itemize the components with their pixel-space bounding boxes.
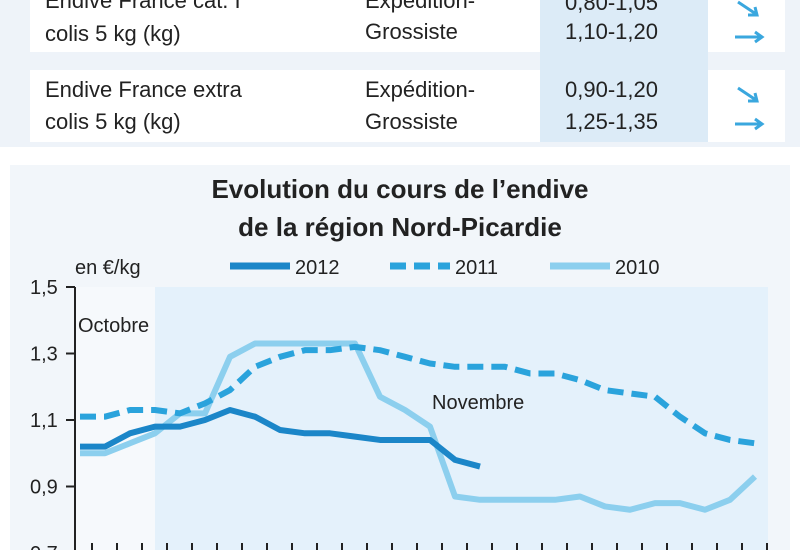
- price-column: [540, 0, 708, 142]
- arrow-down: [737, 0, 759, 17]
- annotation: Novembre: [432, 392, 524, 414]
- arrow-right: [735, 30, 765, 44]
- line-series: [80, 343, 756, 447]
- line-series: [80, 340, 758, 513]
- y-tick-label: 0,7: [30, 543, 58, 550]
- legend-label: 2012: [295, 257, 340, 279]
- y-tick-label: 1,3: [30, 344, 58, 366]
- y-tick-label: 0,9: [30, 477, 58, 499]
- product: colis 5 kg (kg): [45, 21, 181, 46]
- trend-arrows: [735, 0, 765, 131]
- price: 0,90-1,20: [565, 77, 658, 102]
- market: Grossiste: [365, 19, 458, 44]
- line-series: [80, 407, 481, 470]
- product: colis 5 kg (kg): [45, 109, 181, 134]
- market: Expédition-: [365, 77, 475, 102]
- price: 1,10-1,20: [565, 19, 658, 44]
- y-tick-label: 1,5: [30, 277, 58, 299]
- chart-title: de la région Nord-Picardie: [238, 212, 562, 242]
- arrow-down: [737, 86, 759, 103]
- legend-label: 2011: [455, 257, 498, 279]
- y-tick-label: 1,1: [30, 410, 58, 432]
- y-axis-label: en €/kg: [75, 257, 141, 279]
- price: 1,25-1,35: [565, 109, 658, 134]
- market: Grossiste: [365, 109, 458, 134]
- market: Expédition-: [365, 0, 475, 13]
- product: Endive France extra: [45, 77, 243, 102]
- annotation: Octobre: [78, 315, 149, 337]
- price: 0,80-1,05: [565, 0, 658, 15]
- plot-area: [155, 287, 768, 550]
- chart-title: Evolution du cours de l’endive: [211, 174, 588, 204]
- product: Endive France cat. I: [45, 0, 241, 13]
- arrow-right: [735, 117, 765, 131]
- legend-label: 2010: [615, 257, 660, 279]
